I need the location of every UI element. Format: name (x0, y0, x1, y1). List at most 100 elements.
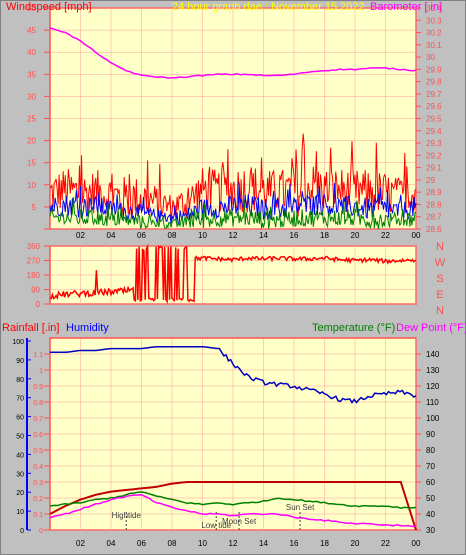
wind-x-tick-label: 16 (290, 231, 299, 240)
direction-series (49, 243, 417, 305)
direction-y-tick-label: 270 (27, 257, 41, 266)
compass-label: E (436, 289, 443, 301)
barometer-line (49, 27, 417, 79)
wind-series (49, 27, 417, 230)
temperature-y-tick-label: 40 (426, 510, 435, 519)
wind-x-tick-label: 10 (198, 231, 207, 240)
barometer-y-tick-label: 28.8 (426, 200, 442, 209)
chart-title: 24 hour graph dae : November 15 2022 (172, 1, 365, 13)
wind-x-tick-label: 00 (412, 231, 421, 240)
direction-y-axis-ticks: 0 90 180 270 360 (27, 242, 50, 309)
rain-humidity-temperature-panel: 0 0.1 0.2 0.3 0.4 0.5 0.6 0.7 0.8 0.9 1 1.1 0 10 20 30… (2, 322, 466, 548)
temperature-y-tick-label: 30 (426, 526, 435, 535)
temperature-y-axis-ticks: 30 40 50 60 70 80 90 100 110 120 130 140 (416, 350, 440, 535)
compass-label: S (436, 273, 443, 285)
temp-x-tick-label: 22 (381, 539, 390, 548)
barometer-y-tick-label: 30.2 (426, 29, 442, 38)
direction-grid (50, 245, 417, 305)
wind-x-axis-ticks: 02 04 06 08 10 12 14 16 18 20 22 00 (76, 231, 421, 240)
temp-x-tick-label: 00 (412, 539, 421, 548)
barometer-y-tick-label: 28.7 (426, 213, 442, 222)
wind-y-tick-label: 15 (27, 159, 36, 168)
event-marker-label: Moon Set (222, 517, 257, 526)
temp-x-axis-ticks: 02 04 06 08 10 12 14 16 18 20 22 00 (76, 539, 421, 548)
rainfall-y-axis-ticks: 0 0.1 0.2 0.3 0.4 0.5 0.6 0.7 0.8 0.9 1 1.1 (33, 352, 50, 535)
rainfall-line (49, 481, 417, 531)
wind-y-axis-ticks: 5 10 15 20 25 30 35 40 45 50 (27, 4, 50, 230)
barometer-y-tick-label: 29.6 (426, 102, 442, 111)
rainfall-y-tick-label: 0.2 (33, 496, 43, 503)
rainfall-y-tick-label: 0.6 (33, 432, 43, 439)
wind-series-line (49, 182, 417, 226)
wind-y-tick-label: 30 (27, 92, 36, 101)
barometer-y-axis-ticks: 28.6 28.7 28.8 28.9 29 29.1 29.2 29.3 29.4 29.5 29… (416, 4, 442, 234)
rainfall-y-tick-label: 0.5 (33, 448, 43, 455)
direction-y-tick-label: 180 (27, 271, 41, 280)
wind-y-tick-label: 50 (27, 4, 36, 13)
rainfall-axis-title: Rainfall [.in] (2, 322, 59, 334)
temperature-y-tick-label: 100 (426, 414, 440, 423)
wind-x-tick-label: 08 (168, 231, 177, 240)
direction-y-tick-label: 90 (31, 286, 40, 295)
barometer-y-tick-label: 30 (426, 53, 435, 62)
temp-x-tick-label: 14 (259, 539, 268, 548)
wind-series-line (49, 133, 417, 220)
wind-y-tick-label: 35 (27, 70, 36, 79)
rainfall-y-tick-label: 0.1 (33, 512, 43, 519)
barometer-axis-title: Barometer [ in] (370, 1, 442, 13)
temp-x-tick-label: 04 (107, 539, 116, 548)
barometer-y-tick-label: 30.4 (426, 4, 442, 13)
barometer-y-tick-label: 29.7 (426, 90, 442, 99)
temp-x-tick-label: 20 (351, 539, 360, 548)
humidity-y-tick-label: 0 (20, 528, 24, 535)
temp-x-tick-label: 08 (168, 539, 177, 548)
barometer-y-tick-label: 29.8 (426, 78, 442, 87)
wind-series-line (49, 196, 417, 230)
rainfall-y-tick-label: 1.1 (33, 352, 43, 359)
wind-x-tick-label: 22 (381, 231, 390, 240)
wind-x-tick-label: 12 (229, 231, 238, 240)
barometer-y-tick-label: 28.6 (426, 225, 442, 234)
rainfall-y-tick-label: 0.7 (33, 416, 43, 423)
barometer-y-tick-label: 29.5 (426, 115, 442, 124)
barometer-y-tick-label: 29.3 (426, 139, 442, 148)
humidity-y-tick-label: 30 (16, 471, 24, 478)
humidity-line (50, 345, 417, 404)
rainfall-y-tick-label: 0.4 (33, 464, 43, 471)
wind-y-tick-label: 40 (27, 48, 36, 57)
direction-y-tick-label: 0 (36, 300, 41, 309)
temperature-y-tick-label: 110 (426, 398, 439, 407)
barometer-y-tick-label: 29.4 (426, 127, 442, 136)
wind-x-tick-label: 04 (107, 231, 116, 240)
temperature-line (49, 491, 417, 509)
humidity-y-tick-label: 10 (16, 509, 24, 516)
temp-series (49, 345, 417, 531)
temp-x-tick-label: 06 (137, 539, 146, 548)
temperature-y-tick-label: 80 (426, 446, 435, 455)
temperature-y-tick-label: 140 (426, 350, 440, 359)
barometer-y-tick-label: 29.2 (426, 151, 442, 160)
wind-axis-title: Windspeed [mph] (6, 1, 92, 13)
rainfall-y-tick-label: 0.3 (33, 480, 43, 487)
rainfall-y-tick-label: 0 (39, 528, 43, 535)
barometer-y-tick-label: 28.9 (426, 188, 442, 197)
temp-x-tick-label: 18 (320, 539, 329, 548)
wind-x-tick-label: 14 (259, 231, 268, 240)
wind-y-tick-label: 45 (27, 26, 36, 35)
temperature-axis-title: Temperature (°F) (312, 322, 395, 334)
rainfall-y-tick-label: 0.9 (33, 384, 43, 391)
wind-y-tick-label: 25 (27, 115, 36, 124)
wind-barometer-panel: 5 10 15 20 25 30 35 40 45 50 28.6 28.7 28.8 28.9 29 29… (6, 1, 442, 240)
humidity-y-tick-label: 90 (16, 358, 24, 365)
wind-x-tick-label: 02 (76, 231, 85, 240)
temp-x-tick-label: 02 (76, 539, 85, 548)
barometer-y-tick-label: 29 (426, 176, 435, 185)
barometer-y-tick-label: 29.9 (426, 65, 442, 74)
humidity-y-axis-ticks: 0 10 20 30 40 50 60 70 80 90 100 (12, 339, 31, 535)
wind-x-tick-label: 20 (351, 231, 360, 240)
event-marker-label: Hightide (112, 511, 142, 520)
barometer-y-tick-label: 29.1 (426, 164, 442, 173)
